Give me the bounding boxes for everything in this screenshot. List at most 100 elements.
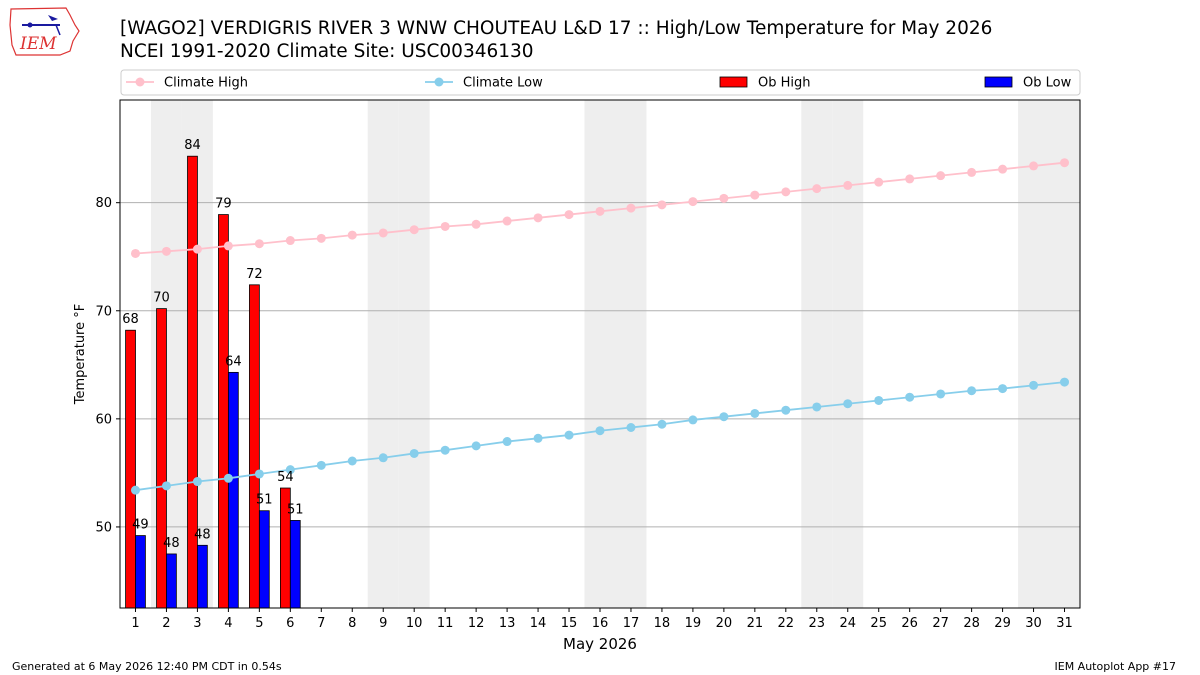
x-tick-label: 16 <box>592 616 609 631</box>
climate-low-point <box>192 477 202 487</box>
climate-high-point <box>378 228 388 238</box>
climate-high-point <box>998 164 1008 174</box>
climate-high-point <box>1029 161 1039 171</box>
x-tick-label: 9 <box>379 616 387 631</box>
climate-low-point <box>719 412 729 422</box>
ob-low-bar <box>258 510 270 609</box>
ob-high-bar <box>218 214 229 609</box>
climate-low-point <box>781 405 791 415</box>
climate-low-point <box>595 426 605 436</box>
ob-low-legend-swatch <box>984 76 1013 88</box>
ob-low-bar <box>197 544 208 609</box>
climate-high-point <box>843 180 853 190</box>
climate-low-point <box>936 389 946 399</box>
ob-low-bar <box>166 553 177 609</box>
weekend-band <box>398 100 430 608</box>
ob-high-label: 68 <box>122 312 139 327</box>
climate-high-point <box>595 206 605 216</box>
logo-text: IEM <box>19 34 57 54</box>
climate-low-point <box>254 469 264 479</box>
ob-high-bar <box>125 329 136 609</box>
x-tick-label: 14 <box>530 616 547 631</box>
climate-low-point <box>874 395 884 405</box>
climate-high-point <box>285 236 295 246</box>
climate-low-point <box>688 415 698 425</box>
x-tick-label: 18 <box>654 616 671 631</box>
climate-high-point <box>719 193 729 203</box>
climate-high-point <box>967 167 977 177</box>
grid-lines <box>120 202 1080 528</box>
legend-frame <box>120 69 1081 96</box>
climate-low-point <box>347 456 357 466</box>
iowa-outline-icon <box>9 7 80 56</box>
ob-low-bar <box>227 371 239 609</box>
title-line-2: NCEI 1991-2020 Climate Site: USC00346130 <box>120 41 534 62</box>
climate-low-point <box>750 408 760 418</box>
ob-low-bar <box>135 535 146 609</box>
weekend-band <box>1049 100 1080 608</box>
x-tick-label: 30 <box>1025 616 1042 631</box>
chart-title: [WAGO2] VERDIGRIS RIVER 3 WNW CHOUTEAU L… <box>120 17 992 63</box>
x-tick-label: 10 <box>406 616 423 631</box>
ob-low-bar <box>289 520 301 609</box>
y-tick-label: 70 <box>95 304 112 319</box>
climate-low-point <box>161 481 171 491</box>
climate-high-point <box>440 221 450 231</box>
ob-high-label: 79 <box>215 197 232 212</box>
climate-high-point <box>471 219 481 229</box>
climate-high-point <box>657 200 667 210</box>
climate-high-point <box>223 241 233 251</box>
ob-high-label: 70 <box>153 291 170 306</box>
ob-high-label: 84 <box>184 138 201 153</box>
climate-low-point <box>1029 380 1039 390</box>
climate-high-point <box>161 246 171 256</box>
ob-high-label: 72 <box>246 267 263 282</box>
climate-high-point <box>750 190 760 200</box>
climate-high-point <box>409 225 419 235</box>
climate-low-point <box>843 399 853 409</box>
x-tick-label: 22 <box>778 616 795 631</box>
climate-high-point <box>533 213 543 223</box>
ob-low-legend-label: Ob Low <box>1023 76 1072 91</box>
weekend-band <box>367 100 399 608</box>
ob-low-label: 64 <box>225 354 242 369</box>
footer-generated: Generated at 6 May 2026 12:40 PM CDT in … <box>12 660 282 673</box>
bar-series <box>125 155 301 609</box>
climate-high-point <box>812 184 822 194</box>
climate-low-point <box>533 433 543 443</box>
climate-high-legend-label: Climate High <box>164 76 248 91</box>
climate-low-point <box>316 460 326 470</box>
climate-low-point <box>378 453 388 463</box>
climate-high-point <box>905 174 915 184</box>
climate-high-point <box>254 239 264 249</box>
climate-high-point <box>564 210 574 220</box>
climate-low-point <box>502 437 512 447</box>
climate-low-point <box>905 392 915 402</box>
climate-low-point <box>657 419 667 429</box>
x-tick-label: 1 <box>131 616 139 631</box>
climate-high-point <box>688 197 698 207</box>
climate-low-point <box>812 402 822 412</box>
climate-low-point <box>1060 377 1070 387</box>
x-tick-label: 26 <box>901 616 918 631</box>
climate-low-point <box>471 441 481 451</box>
ob-low-label: 48 <box>194 527 211 542</box>
ob-high-legend-label: Ob High <box>758 76 811 91</box>
x-axis-label: May 2026 <box>563 635 637 653</box>
bar-value-labels: 68 70 84 79 72 54 49 48 48 64 51 51 <box>122 138 303 551</box>
climate-high-point <box>316 233 326 243</box>
climate-high-point <box>781 187 791 197</box>
x-tick-label: 31 <box>1056 616 1073 631</box>
ob-high-bar <box>249 284 260 609</box>
x-tick-label: 5 <box>255 616 263 631</box>
x-tick-label: 8 <box>348 616 356 631</box>
climate-high-point <box>874 177 884 187</box>
x-tick-label: 28 <box>963 616 980 631</box>
climate-high-point <box>502 216 512 226</box>
climate-low-point <box>440 445 450 455</box>
climate-low-point <box>564 430 574 440</box>
x-tick-label: 15 <box>561 616 578 631</box>
x-tick-label: 6 <box>286 616 294 631</box>
y-axis-ticks: 50 60 70 80 <box>95 196 120 535</box>
